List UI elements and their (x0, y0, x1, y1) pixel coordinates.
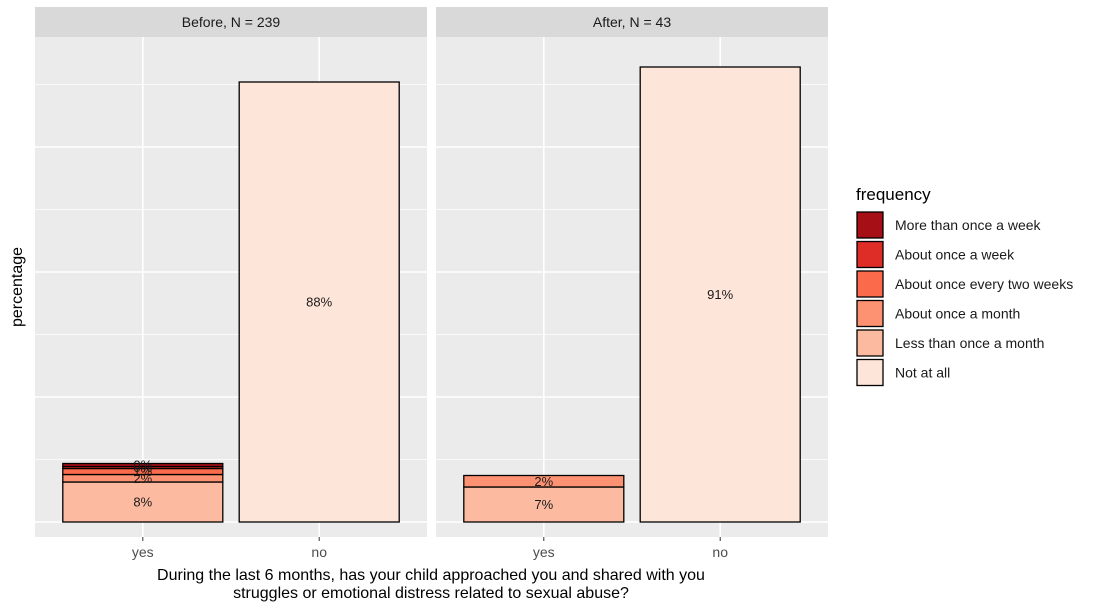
legend-key (856, 211, 884, 239)
legend-entry-label: More than once a week (895, 217, 1042, 233)
bar-segment (62, 462, 224, 468)
bar-segment (238, 81, 400, 523)
facet-strip (436, 7, 828, 37)
legend-entry-label: Less than once a month (895, 335, 1044, 351)
x-tick-label: yes (132, 544, 154, 560)
x-axis-title-line: struggles or emotional distress related … (233, 585, 629, 602)
legend-key (856, 299, 884, 328)
legend-key (856, 358, 884, 387)
x-axis-title-line: During the last 6 months, has your child… (157, 567, 705, 584)
legend-entry-label: Not at all (895, 365, 950, 381)
bar-segment (62, 481, 224, 523)
bar-segment-label: 8% (133, 495, 152, 510)
bar-segment (463, 486, 625, 523)
bar-segment-label: 91% (707, 287, 733, 302)
legend-entry-label: About once every two weeks (895, 276, 1073, 292)
bar-segment-label: 88% (306, 295, 332, 310)
facet-strip-label: Before, N = 239 (182, 14, 281, 30)
facet-strip (35, 7, 427, 37)
bar-segment (639, 66, 801, 523)
x-tick-label: no (311, 544, 327, 560)
bar-segment-label: 0% (133, 458, 152, 473)
legend-key (856, 240, 884, 269)
facet-strip-label: After, N = 43 (593, 14, 671, 30)
legend-key (856, 270, 884, 298)
legend-title: frequency (856, 185, 931, 204)
bar-segment-label: 2% (534, 474, 553, 489)
bar-segment-label: 7% (534, 497, 553, 512)
x-tick-label: yes (533, 544, 555, 560)
legend-entry-label: About once a week (895, 247, 1015, 263)
legend-key (856, 329, 884, 357)
y-axis-title: percentage (9, 247, 26, 327)
legend-entry-label: About once a month (895, 306, 1020, 322)
x-tick-label: no (712, 544, 728, 560)
bar-segment (463, 474, 625, 488)
